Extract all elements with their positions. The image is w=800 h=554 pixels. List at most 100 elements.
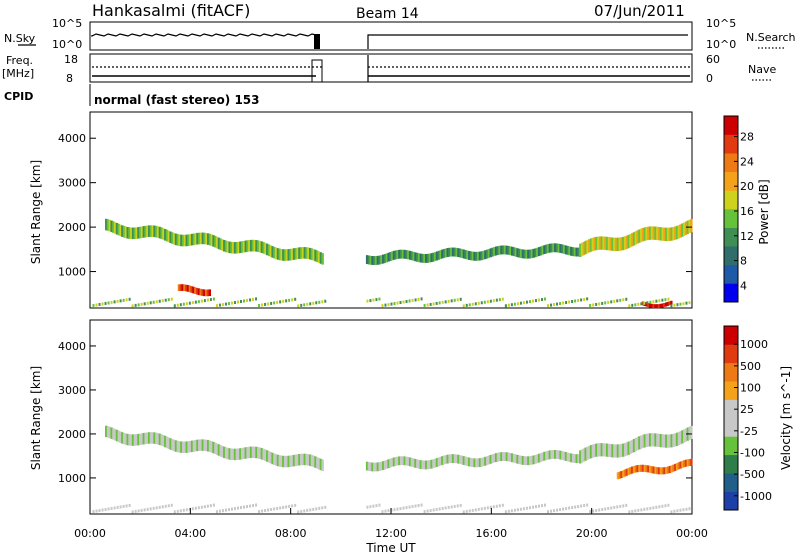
data-cell (674, 226, 677, 240)
data-cell (240, 447, 244, 460)
power-marks (92, 218, 693, 309)
data-cell (530, 249, 534, 259)
data-cell (214, 442, 217, 455)
data-cell (126, 433, 129, 446)
data-cell (426, 460, 430, 470)
data-cell (201, 439, 205, 451)
data-cell (187, 441, 190, 453)
data-cell (429, 302, 432, 306)
colorbar-segment (724, 344, 738, 364)
data-cell (134, 303, 137, 307)
data-cell (307, 454, 310, 466)
data-cell (531, 299, 534, 303)
data-cell (674, 433, 677, 447)
data-cell (274, 454, 278, 466)
data-cell (210, 234, 213, 247)
data-cell (503, 245, 507, 255)
data-cell (616, 299, 619, 303)
data-cell (255, 297, 258, 301)
velocity-marks (92, 425, 693, 514)
data-cell (366, 299, 369, 303)
data-cell (636, 437, 639, 451)
data-cell (237, 241, 240, 254)
data-cell (487, 248, 491, 258)
data-cell (559, 450, 562, 460)
data-cell (186, 285, 190, 292)
data-cell (646, 507, 649, 511)
data-cell (609, 237, 612, 251)
data-cell (414, 298, 417, 302)
data-cell (113, 222, 117, 234)
data-cell (568, 246, 571, 256)
data-cell (444, 506, 447, 510)
data-cell (294, 454, 298, 466)
data-cell (528, 506, 531, 510)
data-cell (511, 246, 514, 256)
nsearch-label: N.Search (746, 31, 796, 44)
data-cell (527, 456, 530, 466)
data-cell (185, 508, 188, 512)
data-cell (274, 247, 278, 260)
data-cell (324, 505, 327, 509)
data-cell (507, 245, 510, 255)
data-cell (170, 297, 173, 301)
nave-tick-top: 60 (706, 53, 720, 66)
data-cell (181, 234, 185, 247)
data-cell (303, 509, 306, 513)
data-cell (419, 460, 423, 469)
colorbar-frame (723, 115, 739, 303)
data-cell (246, 446, 249, 459)
data-cell (408, 457, 412, 467)
data-cell (665, 227, 668, 242)
data-cell (622, 443, 625, 457)
data-cell (516, 248, 519, 258)
data-cell (604, 443, 607, 457)
data-cell (580, 298, 583, 302)
data-cell (217, 444, 221, 456)
colorbar-segment (724, 227, 738, 247)
data-cell (474, 302, 477, 306)
data-cell (625, 235, 629, 249)
data-cell (552, 450, 555, 459)
data-cell (226, 241, 230, 253)
data-cell (627, 441, 630, 455)
data-cell (486, 506, 489, 510)
data-cell (215, 510, 218, 514)
data-cell (151, 432, 154, 444)
data-cell (525, 249, 528, 259)
data-cell (498, 452, 501, 462)
data-cell (514, 454, 518, 464)
data-cell (122, 432, 126, 445)
data-cell (595, 443, 598, 457)
data-cell (140, 302, 143, 306)
data-cell (610, 506, 613, 510)
data-cell (217, 237, 221, 250)
data-cell (199, 439, 203, 451)
data-cell (139, 433, 142, 446)
data-cell (577, 505, 580, 509)
data-cell (369, 505, 372, 509)
data-cell (652, 300, 655, 304)
data-cell (484, 250, 487, 260)
data-cell (230, 448, 233, 460)
data-cell (137, 509, 140, 513)
data-cell (528, 300, 531, 304)
data-cell (468, 251, 471, 260)
data-cell (643, 227, 647, 241)
data-cell (224, 302, 227, 306)
data-cell (121, 432, 124, 444)
data-cell (604, 301, 607, 305)
data-cell (407, 457, 410, 466)
data-cell (233, 507, 236, 511)
data-cell (169, 438, 172, 450)
data-cell (303, 247, 306, 259)
data-cell (180, 441, 183, 453)
data-cell (598, 236, 602, 250)
velocity-yticks: 4000 3000 2000 1000 (58, 340, 692, 485)
data-cell (215, 304, 218, 308)
data-cell (405, 506, 408, 510)
data-cell (253, 446, 256, 459)
data-cell (441, 506, 444, 510)
data-cell (195, 287, 199, 295)
data-cell (619, 298, 622, 302)
